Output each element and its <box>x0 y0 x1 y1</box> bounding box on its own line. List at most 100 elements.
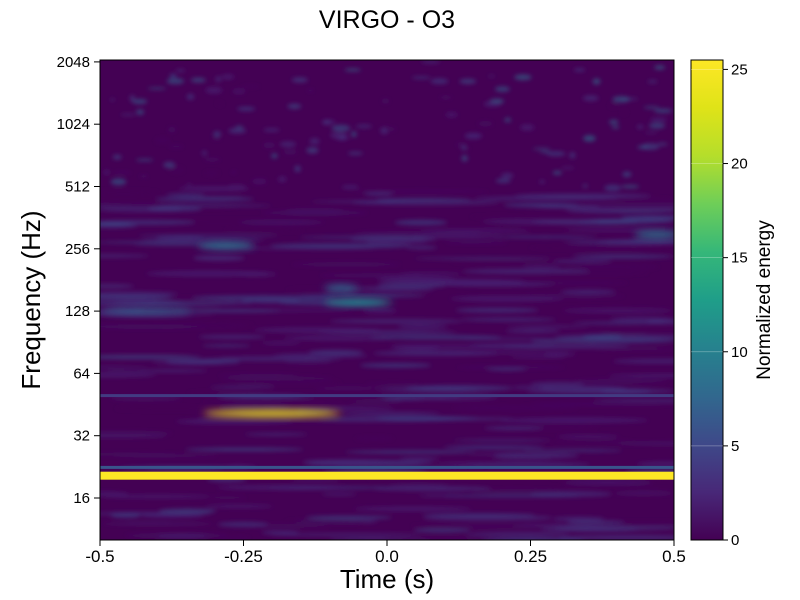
y-tick-label: 1024 <box>57 116 90 133</box>
noise-patch <box>636 124 644 130</box>
noise-patch <box>465 532 570 537</box>
noise-patch <box>392 344 441 351</box>
noise-patch <box>100 241 204 244</box>
noise-patch <box>241 85 260 88</box>
noise-patch <box>202 344 251 347</box>
x-tick-label: 0.0 <box>375 547 399 566</box>
noise-patch <box>354 230 480 237</box>
noise-patch <box>397 324 448 329</box>
noise-patch <box>165 359 241 365</box>
noise-patch <box>540 385 627 392</box>
noise-patch <box>608 119 619 125</box>
energy-blob-4 <box>323 298 393 306</box>
noise-patch <box>186 93 195 100</box>
noise-patch <box>461 155 468 162</box>
noise-patch <box>204 171 220 176</box>
noise-patch <box>647 80 658 84</box>
noise-patch <box>648 122 666 129</box>
noise-patch <box>215 76 222 83</box>
noise-patch <box>572 254 671 259</box>
noise-patch <box>307 88 314 93</box>
noise-patch <box>100 190 159 196</box>
noise-patch <box>600 388 652 395</box>
noise-patch <box>604 184 622 192</box>
noise-patch <box>531 341 597 346</box>
noise-patch <box>190 77 206 83</box>
noise-patch <box>113 171 132 174</box>
noise-patch <box>495 86 510 92</box>
noise-patch <box>192 195 243 199</box>
colorbar-tick-label: 25 <box>731 61 748 78</box>
noise-patch <box>354 506 472 512</box>
spectral-line-0 <box>100 471 674 480</box>
x-tick-label: 0.5 <box>662 547 686 566</box>
noise-patch <box>461 145 467 150</box>
noise-patch <box>345 450 477 454</box>
noise-patch <box>582 95 599 102</box>
noise-patch <box>191 295 336 301</box>
noise-patch <box>445 241 508 244</box>
noise-patch <box>359 363 432 368</box>
noise-patch <box>103 169 110 175</box>
colorbar-tick-label: 10 <box>731 344 748 361</box>
noise-patch <box>254 327 381 333</box>
noise-patch <box>611 125 620 129</box>
x-axis: -0.5 -0.25 0.0 0.25 0.5 <box>85 540 686 566</box>
noise-patch <box>166 193 205 197</box>
noise-patch <box>100 430 173 437</box>
noise-patch <box>100 366 149 369</box>
noise-patch <box>445 111 458 118</box>
noise-patch <box>239 220 324 225</box>
energy-blob-6 <box>100 307 192 315</box>
noise-patch <box>456 143 467 146</box>
y-axis-label: Frequency (Hz) <box>16 210 46 389</box>
noise-patch <box>562 240 674 243</box>
noise-patch <box>547 272 650 275</box>
noise-patch <box>406 246 438 250</box>
noise-patch <box>201 400 352 403</box>
noise-patch <box>452 404 578 411</box>
noise-patch <box>100 372 157 378</box>
noise-patch <box>210 386 275 389</box>
noise-patch <box>315 387 381 390</box>
noise-patch <box>636 461 674 467</box>
noise-patch <box>269 243 412 249</box>
noise-patch <box>201 150 207 156</box>
noise-patch <box>218 373 298 377</box>
y-tick-label: 512 <box>65 179 90 196</box>
noise-patch <box>155 196 254 202</box>
noise-patch <box>100 291 178 297</box>
noise-patch <box>294 165 301 173</box>
noise-patch <box>539 180 546 184</box>
noise-patch <box>562 307 672 314</box>
x-tick-label: -0.25 <box>224 547 263 566</box>
noise-patch <box>437 351 568 354</box>
noise-patch <box>495 178 511 183</box>
noise-patch <box>331 124 351 132</box>
noise-patch <box>519 294 625 299</box>
noise-patch <box>549 441 672 444</box>
noise-patch <box>564 227 670 232</box>
noise-patch <box>217 485 346 490</box>
noise-patch <box>137 234 279 237</box>
noise-patch <box>478 120 493 127</box>
noise-patch <box>405 385 513 392</box>
noise-patch <box>292 261 401 267</box>
y-tick-label: 32 <box>73 428 90 445</box>
energy-blob-8 <box>633 231 674 238</box>
noise-patch <box>237 106 256 111</box>
noise-patch <box>193 255 245 261</box>
noise-patch <box>217 521 269 527</box>
noise-patch <box>481 537 584 540</box>
noise-patch <box>621 185 640 189</box>
noise-patch <box>510 355 567 359</box>
noise-patch <box>100 355 202 360</box>
noise-patch <box>112 453 218 458</box>
colorbar-tick-label: 0 <box>731 532 739 549</box>
noise-patch <box>110 322 254 328</box>
noise-patch <box>283 335 395 341</box>
noise-patch <box>169 145 184 149</box>
noise-patch <box>287 103 302 110</box>
noise-patch <box>456 365 566 369</box>
noise-patch <box>558 535 674 540</box>
